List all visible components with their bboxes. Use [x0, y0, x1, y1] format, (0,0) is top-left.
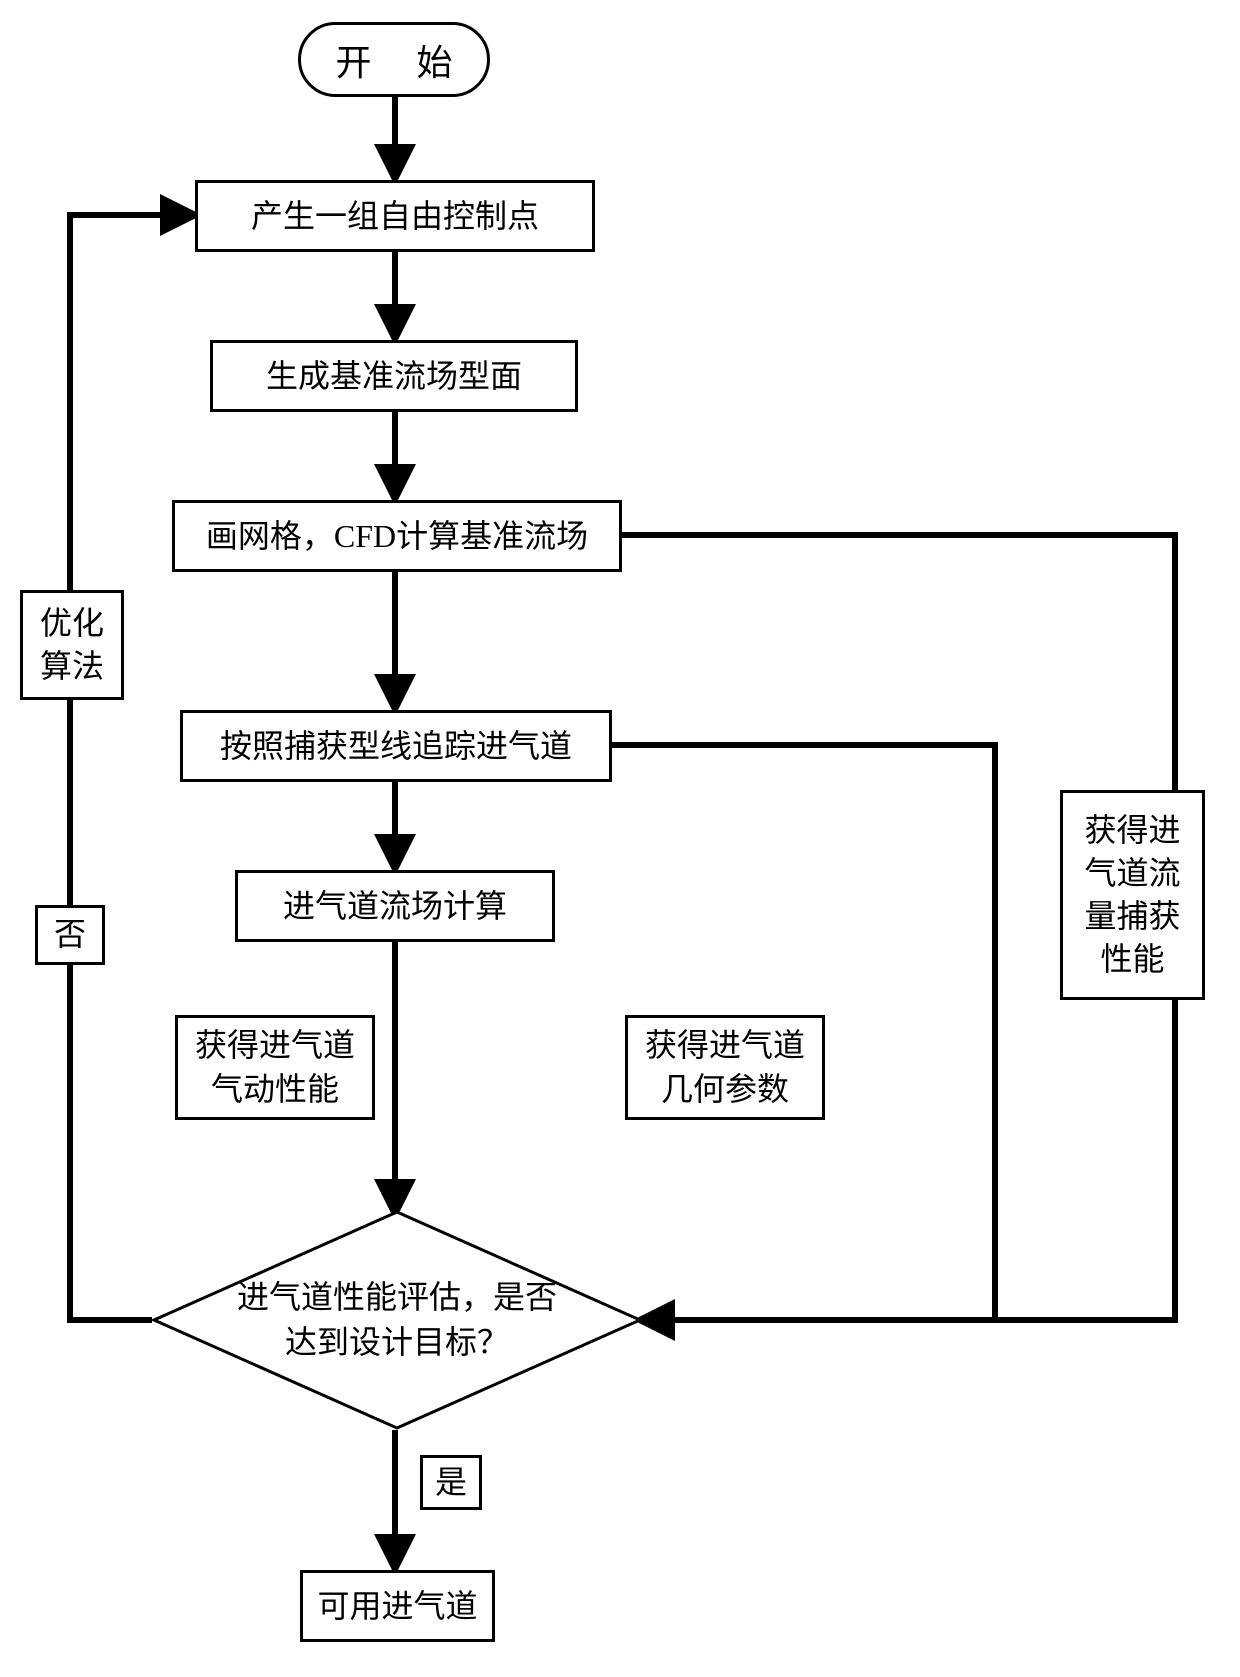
node-n2-text: 生成基准流场型面	[266, 354, 522, 399]
node-n5-text: 进气道流场计算	[283, 884, 507, 929]
label-aero-perf-text: 获得进气道气动性能	[192, 1024, 358, 1110]
label-flow-capture-text: 获得进气道流量捕获性能	[1077, 809, 1188, 982]
node-end-text: 可用进气道	[317, 1584, 477, 1629]
node-n4: 按照捕获型线追踪进气道	[180, 710, 612, 782]
node-n4-text: 按照捕获型线追踪进气道	[220, 724, 572, 769]
label-yes: 是	[420, 1455, 482, 1510]
node-n1-text: 产生一组自由控制点	[251, 194, 539, 239]
flowchart-canvas: 开 始 产生一组自由控制点 生成基准流场型面 画网格，CFD计算基准流场 按照捕…	[0, 0, 1240, 1677]
label-flow-capture: 获得进气道流量捕获性能	[1060, 790, 1205, 1000]
node-decision-text: 进气道性能评估，是否达到设计目标？	[222, 1275, 572, 1365]
label-geom-param-text: 获得进气道几何参数	[642, 1024, 808, 1110]
node-start: 开 始	[298, 22, 490, 97]
node-n1: 产生一组自由控制点	[195, 180, 595, 252]
label-no-text: 否	[54, 913, 86, 956]
node-n5: 进气道流场计算	[235, 870, 555, 942]
node-decision: 进气道性能评估，是否达到设计目标？	[152, 1210, 642, 1430]
label-no: 否	[35, 905, 105, 965]
node-n3-text: 画网格，CFD计算基准流场	[206, 514, 588, 559]
label-yes-text: 是	[435, 1461, 467, 1504]
node-n2: 生成基准流场型面	[210, 340, 578, 412]
label-aero-perf: 获得进气道气动性能	[175, 1015, 375, 1120]
node-n3: 画网格，CFD计算基准流场	[172, 500, 622, 572]
node-start-text: 开 始	[335, 34, 470, 86]
label-geom-param: 获得进气道几何参数	[625, 1015, 825, 1120]
label-opt-algo: 优化算法	[20, 590, 124, 700]
node-end: 可用进气道	[300, 1570, 495, 1642]
label-opt-algo-text: 优化算法	[37, 602, 107, 688]
edge-no-feedback-1	[70, 965, 152, 1320]
